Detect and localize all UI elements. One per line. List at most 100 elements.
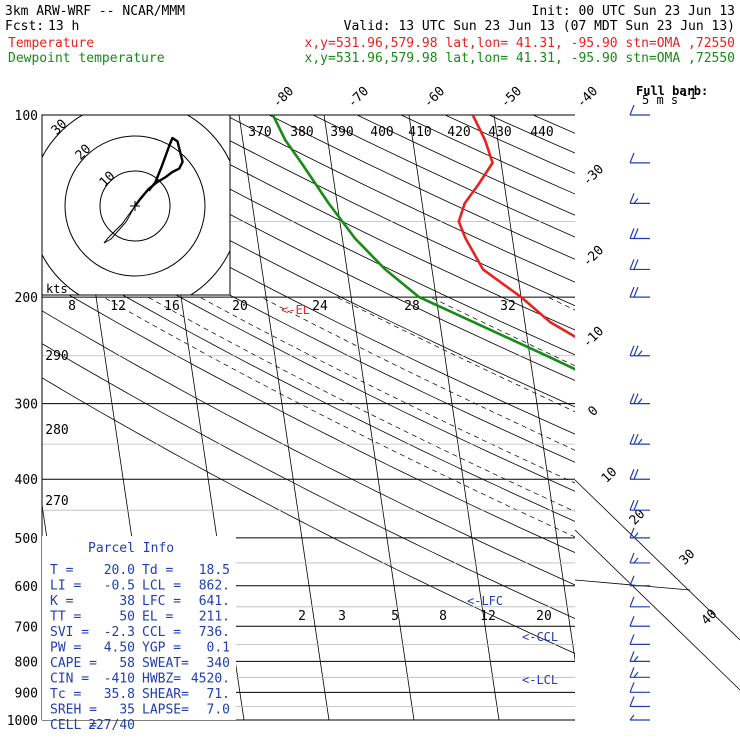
moist-adiabat-line [683, 297, 740, 720]
wind-barb [629, 682, 650, 693]
wind-barb-flag [629, 682, 635, 693]
parcel-param-value: 0.1 [207, 641, 230, 656]
valid-time: Valid: 13 UTC Sun 23 Jun 13 (07 MDT Sun … [344, 19, 735, 34]
wind-barb-flag [629, 696, 635, 707]
isotherm-line [577, 102, 671, 733]
pressure-tick-label: 1000 [7, 714, 38, 729]
mixing-ratio-tick-label: 8 [68, 299, 76, 314]
wind-barb [629, 552, 650, 564]
parcel-param-value: 641. [199, 594, 230, 609]
pressure-tick-label: 600 [15, 580, 38, 595]
wind-barb-flag [629, 651, 635, 662]
dry-adiabat-line [621, 115, 740, 733]
dry-adiabat-line [42, 190, 575, 463]
wind-barb-flag [629, 393, 635, 404]
wind-barb-flag [629, 527, 635, 539]
wind-barb-flag [629, 193, 635, 204]
wind-barb [629, 651, 650, 662]
forecast-label: Fcst: [5, 19, 44, 34]
parcel-param-name: CCL = [142, 625, 181, 640]
dry-adiabat-line [42, 162, 575, 435]
wind-barb [629, 393, 650, 405]
wind-barb-flag [633, 499, 639, 511]
parcel-param-name: TT = [50, 610, 81, 625]
parcel-info-row: SVI = -2.3 CCL = 736. [50, 625, 230, 640]
parcel-param-name: T = [50, 563, 74, 578]
wind-barb-flag [629, 667, 635, 678]
wind-barb-flag [629, 575, 635, 587]
parcel-param-name: SWEAT= [142, 656, 189, 671]
wind-barb-flag [629, 152, 635, 164]
lcl-marker: <-LCL [522, 673, 558, 687]
parcel-info-row: LI = -0.5 LCL = 862. [50, 579, 230, 594]
dry-adiabat-line [577, 115, 740, 733]
wind-barb [629, 696, 650, 708]
parcel-param-name: PW = [50, 641, 81, 656]
dewpoint-legend: Dewpoint temperature [8, 51, 165, 66]
wind-barb-flag [637, 350, 643, 357]
wind-barb-flag [633, 469, 639, 480]
isotherm-tick-label: -50 [498, 84, 525, 111]
wind-barb [629, 634, 650, 646]
wind-barb-flag [629, 259, 635, 270]
mixing-ratio-lower-label: 2 [298, 609, 306, 624]
theta-tick-label: 390 [330, 125, 353, 140]
moist-adiabat-line [261, 296, 575, 451]
wind-barb [629, 667, 650, 678]
wind-barb-flag [633, 198, 639, 204]
pressure-tick-label: 900 [15, 686, 38, 701]
wind-barb-flag [633, 228, 639, 239]
lfc-marker: <-LFC [467, 594, 503, 608]
temperature-legend: Temperature [8, 36, 94, 51]
hodograph-ring [64, 135, 206, 277]
wind-barb [629, 286, 650, 298]
isotherm-tick-label: -10 [580, 324, 607, 351]
isotherm-tick-label: -70 [345, 84, 372, 111]
mixing-ratio-lower-label: 8 [439, 609, 447, 624]
barb-legend-exponent: -1 [681, 88, 697, 103]
dewpoint-profile-line [271, 115, 575, 371]
theta-tick-label: 410 [408, 125, 431, 140]
mixing-ratio-tick-label: 20 [232, 299, 248, 314]
parcel-param-value: 38 [119, 594, 135, 609]
dewpoint-location: x,y=531.96,579.98 lat,lon= 41.31, -95.90… [305, 51, 735, 66]
dry-adiabat-line [224, 115, 575, 283]
dry-adiabat-line [42, 248, 575, 522]
mixing-ratio-tick-label: 24 [312, 299, 328, 314]
mixing-ratio-tick-label: 16 [164, 299, 180, 314]
theta-tick-label: 380 [290, 125, 313, 140]
moist-adiabat-line [103, 296, 575, 538]
el-marker: <-EL [281, 303, 310, 317]
wind-barbs [629, 104, 650, 721]
parcel-param-name: CAPE = [50, 656, 97, 671]
pressure-tick-label: 100 [15, 109, 38, 124]
wind-barb-flag [637, 438, 643, 445]
frame-diagonal-line [574, 479, 740, 641]
pressure-tick-label: 400 [15, 473, 38, 488]
parcel-param-name: CIN = [50, 672, 89, 687]
frame-diagonal-line [574, 579, 691, 591]
mixing-ratio-lower-label: 12 [480, 609, 496, 624]
wind-barb [629, 714, 650, 721]
parcel-param-value: 211. [199, 610, 230, 625]
parcel-param-value: 4.50 [104, 641, 135, 656]
wind-barb-flag [633, 393, 639, 404]
sounding-curves [271, 115, 575, 371]
wind-barb-flag [629, 104, 635, 116]
mixing-ratio-lower-label: 3 [338, 609, 346, 624]
moist-adiabat-line [199, 296, 575, 484]
thermo-grid [42, 102, 740, 733]
theta-tick-label: 440 [530, 125, 553, 140]
parcel-param-name: SREH = [50, 703, 97, 718]
mixing-ratio-lower-label: 5 [391, 609, 399, 624]
theta-side-label: 270 [45, 494, 68, 509]
dry-adiabat-line [42, 278, 575, 554]
parcel-param-name: YGP = [142, 641, 181, 656]
parcel-param-value: 736. [199, 625, 230, 640]
parcel-info-row: CIN = -410 HWBZ= 4520. [50, 672, 230, 687]
parcel-param-name: LFC = [142, 594, 181, 609]
dry-adiabat-line [444, 115, 575, 174]
isotherm-tick-label: 30 [677, 547, 699, 569]
